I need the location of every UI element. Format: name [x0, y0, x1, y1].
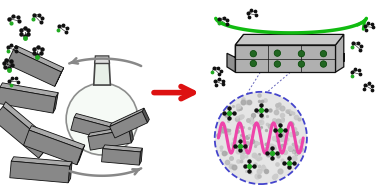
Polygon shape: [103, 145, 143, 152]
Polygon shape: [107, 123, 113, 140]
Polygon shape: [110, 112, 147, 138]
Circle shape: [274, 61, 280, 67]
Polygon shape: [53, 93, 58, 113]
Polygon shape: [23, 130, 82, 165]
Polygon shape: [13, 45, 64, 72]
Polygon shape: [102, 149, 140, 165]
Polygon shape: [110, 108, 144, 127]
Circle shape: [298, 61, 305, 67]
Polygon shape: [55, 68, 64, 86]
Polygon shape: [235, 34, 344, 45]
Polygon shape: [0, 106, 49, 158]
Polygon shape: [142, 108, 149, 123]
Polygon shape: [129, 126, 133, 143]
Polygon shape: [68, 162, 72, 183]
Circle shape: [320, 61, 327, 67]
Polygon shape: [3, 102, 52, 145]
Circle shape: [274, 50, 280, 56]
Polygon shape: [71, 117, 111, 140]
Polygon shape: [88, 129, 131, 150]
Circle shape: [215, 92, 307, 184]
Polygon shape: [94, 62, 110, 85]
Polygon shape: [227, 34, 243, 72]
Circle shape: [66, 83, 138, 155]
Circle shape: [298, 50, 305, 57]
Polygon shape: [77, 145, 85, 165]
Polygon shape: [94, 56, 110, 64]
Polygon shape: [0, 87, 56, 113]
Circle shape: [250, 50, 257, 57]
Circle shape: [250, 60, 257, 67]
Polygon shape: [235, 45, 336, 72]
Polygon shape: [74, 114, 113, 127]
Polygon shape: [0, 83, 58, 97]
Polygon shape: [88, 126, 131, 137]
Polygon shape: [11, 157, 72, 166]
Polygon shape: [7, 50, 61, 86]
Polygon shape: [139, 148, 143, 165]
Circle shape: [320, 50, 327, 57]
Polygon shape: [39, 141, 52, 158]
Polygon shape: [10, 161, 70, 183]
Polygon shape: [29, 126, 85, 149]
Polygon shape: [336, 34, 344, 72]
